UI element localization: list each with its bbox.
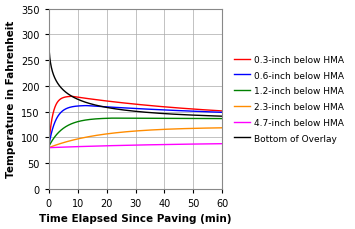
2.3-inch below HMA xyxy=(117,131,121,134)
1.2-inch below HMA xyxy=(123,117,127,120)
0.3-inch below HMA xyxy=(185,108,190,111)
Bottom of Overlay xyxy=(123,109,127,112)
1.2-inch below HMA xyxy=(64,125,69,128)
Line: 1.2-inch below HMA: 1.2-inch below HMA xyxy=(49,119,222,147)
4.7-inch below HMA xyxy=(220,143,224,145)
4.7-inch below HMA xyxy=(64,146,69,149)
0.6-inch below HMA xyxy=(182,110,186,113)
Line: 0.3-inch below HMA: 0.3-inch below HMA xyxy=(49,97,222,145)
X-axis label: Time Elapsed Since Paving (min): Time Elapsed Since Paving (min) xyxy=(39,213,232,224)
4.7-inch below HMA xyxy=(123,144,127,147)
4.7-inch below HMA xyxy=(117,144,121,147)
Legend: 0.3-inch below HMA, 0.6-inch below HMA, 1.2-inch below HMA, 2.3-inch below HMA, : 0.3-inch below HMA, 0.6-inch below HMA, … xyxy=(230,52,348,147)
0.6-inch below HMA xyxy=(47,145,51,148)
1.2-inch below HMA xyxy=(110,117,115,120)
0.3-inch below HMA xyxy=(70,95,74,98)
0.3-inch below HMA xyxy=(182,108,186,110)
2.3-inch below HMA xyxy=(123,131,127,134)
Bottom of Overlay xyxy=(220,115,224,118)
0.6-inch below HMA xyxy=(166,109,170,112)
1.2-inch below HMA xyxy=(182,117,186,120)
2.3-inch below HMA xyxy=(185,128,189,130)
2.3-inch below HMA xyxy=(220,127,224,130)
2.3-inch below HMA xyxy=(166,128,170,131)
Line: Bottom of Overlay: Bottom of Overlay xyxy=(49,32,222,117)
0.6-inch below HMA xyxy=(185,110,190,113)
0.6-inch below HMA xyxy=(220,112,224,114)
1.2-inch below HMA xyxy=(166,117,170,120)
Line: 4.7-inch below HMA: 4.7-inch below HMA xyxy=(49,144,222,148)
0.3-inch below HMA xyxy=(166,106,170,109)
1.2-inch below HMA xyxy=(220,118,224,120)
4.7-inch below HMA xyxy=(166,143,170,146)
0.3-inch below HMA xyxy=(123,102,127,105)
Bottom of Overlay xyxy=(47,30,51,33)
0.3-inch below HMA xyxy=(117,102,121,104)
2.3-inch below HMA xyxy=(182,128,186,131)
0.6-inch below HMA xyxy=(123,107,127,110)
2.3-inch below HMA xyxy=(47,147,51,149)
Bottom of Overlay xyxy=(117,109,121,111)
1.2-inch below HMA xyxy=(47,146,51,148)
Bottom of Overlay xyxy=(185,114,189,117)
0.6-inch below HMA xyxy=(64,108,69,110)
Line: 0.6-inch below HMA: 0.6-inch below HMA xyxy=(49,106,222,147)
1.2-inch below HMA xyxy=(185,117,190,120)
0.6-inch below HMA xyxy=(117,107,121,109)
0.3-inch below HMA xyxy=(64,96,69,99)
4.7-inch below HMA xyxy=(47,147,51,149)
0.3-inch below HMA xyxy=(47,144,51,147)
2.3-inch below HMA xyxy=(64,141,69,144)
Bottom of Overlay xyxy=(182,114,186,117)
1.2-inch below HMA xyxy=(117,117,121,120)
Bottom of Overlay xyxy=(166,113,170,116)
4.7-inch below HMA xyxy=(182,143,186,146)
0.3-inch below HMA xyxy=(220,110,224,113)
0.6-inch below HMA xyxy=(84,105,88,107)
Line: 2.3-inch below HMA: 2.3-inch below HMA xyxy=(49,128,222,148)
4.7-inch below HMA xyxy=(185,143,189,146)
Bottom of Overlay xyxy=(64,92,69,95)
Y-axis label: Temperature in Fahrenheit: Temperature in Fahrenheit xyxy=(6,21,16,178)
